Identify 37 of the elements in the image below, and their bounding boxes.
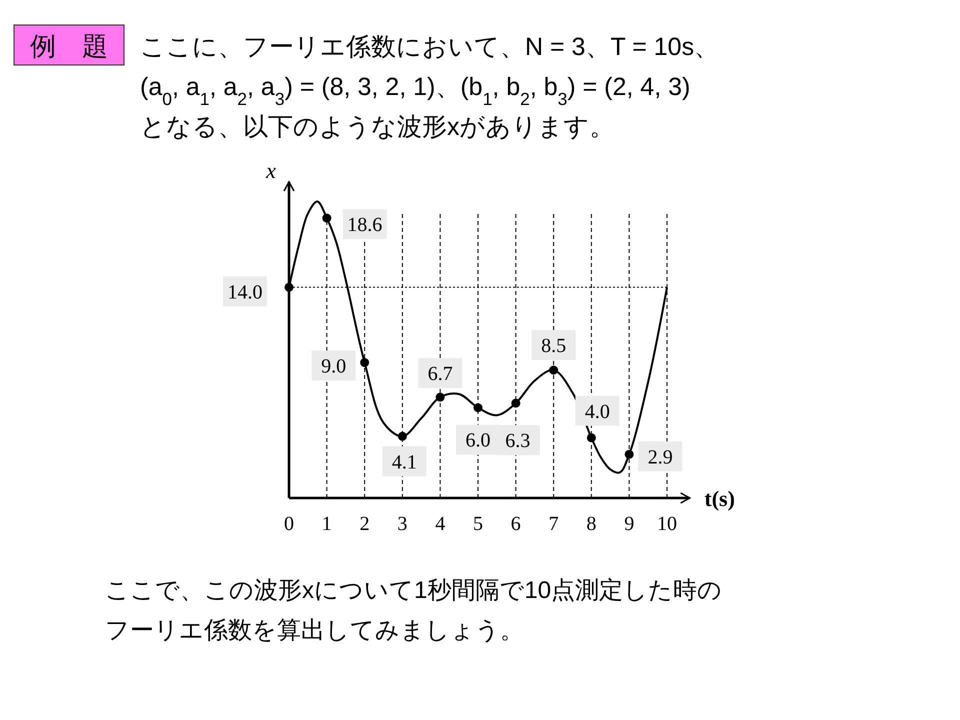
text: ここに、フーリエ係数において、N = 3、T = 10s、 (a$_{0}$, a$_{1}$, a$_{2}$, a$_{3}$) = (8, 3, 2, 1)、(b$_{1}$, b$_{2}$, b$_{3}$) = (2, 4, 3) となる、以下のような波形xがあります。 (140, 33, 720, 141)
data-label: 8.5 (541, 335, 566, 358)
data-label: 4.1 (392, 451, 417, 474)
x-tick-label: 4 (435, 513, 446, 535)
x-tick-label: 3 (397, 513, 408, 535)
x-tick-label: 6 (510, 513, 521, 535)
data-label: 18.6 (347, 214, 382, 236)
point (360, 358, 370, 368)
point (586, 433, 596, 442)
data-label: 2.9 (648, 446, 673, 468)
x-tick-label: 5 (473, 513, 483, 535)
point (398, 432, 407, 441)
x-tick-label: 7 (548, 513, 559, 535)
data-label: 14.0 (228, 281, 262, 304)
data-label: 6.7 (428, 363, 453, 386)
text: フーリエ係数を算出してみましょう。 (105, 617, 524, 644)
point (624, 450, 634, 459)
x-tick-label: 2 (360, 513, 370, 535)
y-axis-title: x (265, 158, 276, 183)
point (511, 398, 520, 408)
x-axis-title: t(s) (704, 486, 735, 511)
point (549, 366, 558, 375)
data-label: 9.0 (321, 356, 346, 378)
x-tick-label: 9 (624, 513, 634, 535)
point (436, 392, 445, 402)
x-tick-label: 1 (322, 513, 332, 535)
point (474, 403, 482, 412)
point (284, 282, 294, 292)
text: 例 題 (30, 31, 108, 61)
data-label: 6.0 (466, 430, 490, 452)
x-tick-label: 10 (657, 513, 677, 535)
point (322, 214, 332, 223)
data-label: 4.0 (584, 400, 610, 423)
x-tick-label: 0 (284, 513, 294, 535)
x-tick-label: 8 (586, 513, 596, 535)
data-label: 6.3 (505, 430, 530, 452)
text: ここで、この波形xについて1秒間隔で10点測定した時の (105, 577, 722, 604)
